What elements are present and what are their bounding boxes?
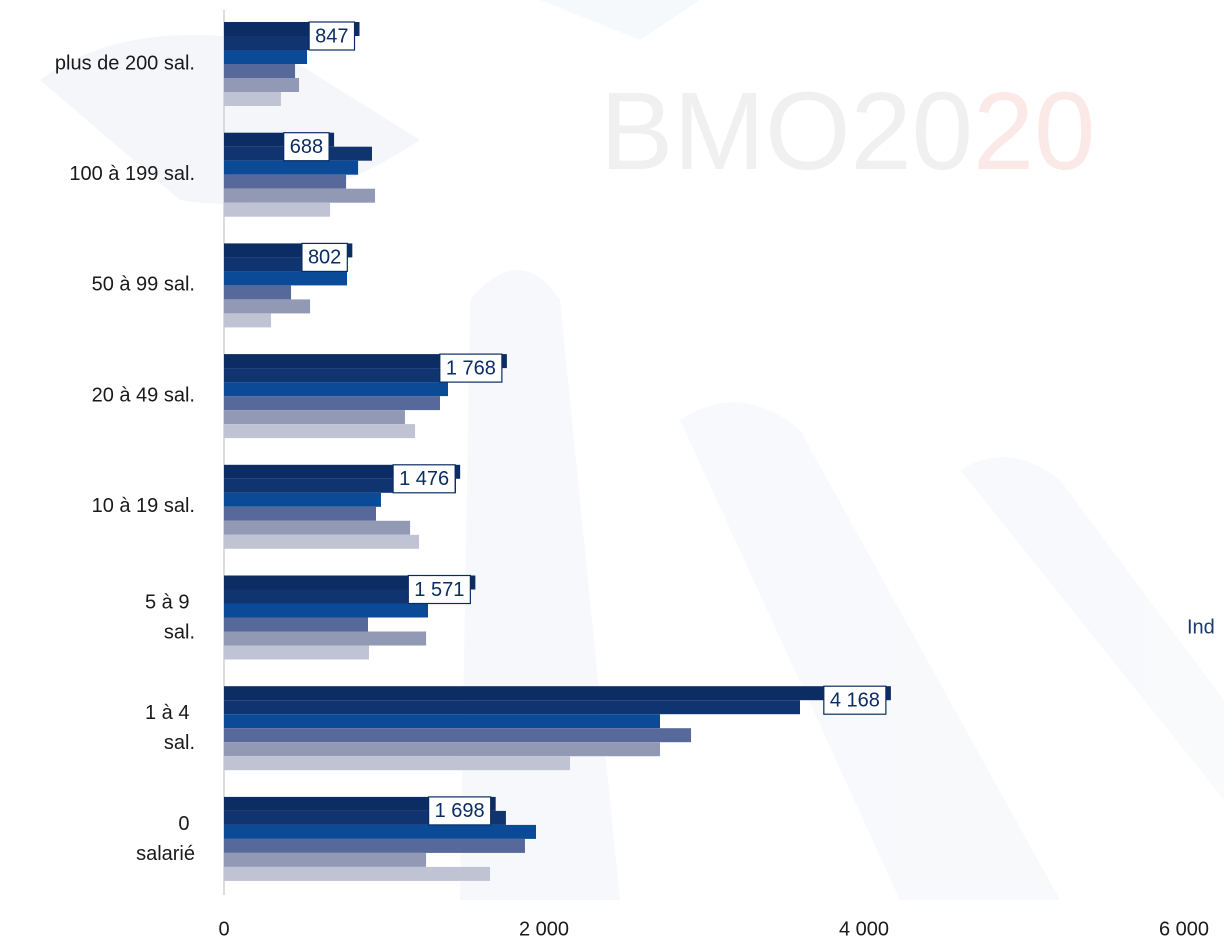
bar [224,313,272,328]
bar [224,160,359,175]
y-tick-label: plus de 200 sal. [55,52,195,74]
side-label: Ind [1187,616,1215,638]
label-line: 0 [178,813,195,835]
bar [224,50,308,64]
bar [224,202,331,217]
data-label-box [392,464,456,494]
bar [224,686,891,701]
data-label-text: 847 [315,25,348,47]
bar [224,617,368,632]
watermark-text: 20 [973,70,1095,193]
bar [224,368,496,383]
label-line: 1 à 4 [145,702,195,724]
bar [224,714,660,729]
x-tick-label: 4 000 [839,918,889,940]
data-label-box [407,574,471,605]
bar [224,396,440,411]
bar [224,796,496,811]
y-tick-label: 20 à 49 sal. [92,384,195,406]
data-label-text: 802 [308,247,341,269]
y-tick-label: 0 salarié [136,813,195,865]
data-label: 688 [283,132,330,162]
data-label-text: 1 571 [414,579,464,601]
data-label-box [439,353,503,383]
data-label: 847 [308,21,356,51]
y-tick-label: 1 à 4 sal. [145,702,195,754]
data-label: 1 476 [392,464,456,494]
bar [224,742,660,757]
bar [224,728,692,743]
x-tick-label: 6 000 [1159,918,1209,940]
bar [224,271,348,286]
bar [224,299,311,314]
bar [224,92,281,106]
bar [224,410,405,425]
bar [224,866,491,881]
data-label-box [301,242,348,272]
bar [224,78,300,92]
bar [224,534,420,549]
data-label-text: 4 168 [830,689,880,711]
data-label-text: 1 768 [446,357,496,379]
bar [224,506,376,521]
bar [224,645,369,660]
bar [224,603,428,618]
bar [224,174,347,189]
y-tick-label: 5 à 9 sal. [145,592,195,644]
data-label: 802 [301,242,348,272]
data-label: 4 168 [823,685,887,715]
bar [224,824,536,839]
bar [224,520,411,535]
label-line: salarié [136,843,195,865]
bar [224,492,381,507]
bar [224,382,448,397]
label-line: sal. [164,732,195,754]
y-tick-label: 50 à 99 sal. [92,274,195,296]
bar [224,631,427,646]
bar [224,188,376,203]
data-label-box [308,21,356,51]
bar [224,285,292,300]
bar [224,64,296,78]
data-label: 1 571 [407,574,471,605]
bar [224,424,416,439]
y-tick-label: 10 à 19 sal. [92,495,195,517]
data-label-box [823,685,887,715]
x-tick-label: 0 [218,918,229,940]
y-tick-label: 100 à 199 sal. [69,163,195,185]
watermark-text: BMO20 [600,70,973,193]
bar [224,838,525,853]
watermark: BMO2020 [600,70,1095,193]
data-label-box [428,796,492,826]
bar [224,589,464,604]
bar [224,756,571,771]
data-label-text: 1 698 [435,800,485,822]
data-label-text: 1 476 [399,468,449,490]
bar [224,852,427,867]
data-label: 1 768 [439,353,503,383]
x-tick-label: 2 000 [519,918,569,940]
bar [224,700,800,715]
data-label-box [283,132,330,162]
data-label-text: 688 [290,136,323,158]
data-label: 1 698 [428,796,492,826]
bar [224,354,507,369]
label-line: 5 à 9 [145,592,195,614]
label-line: sal. [164,622,195,644]
